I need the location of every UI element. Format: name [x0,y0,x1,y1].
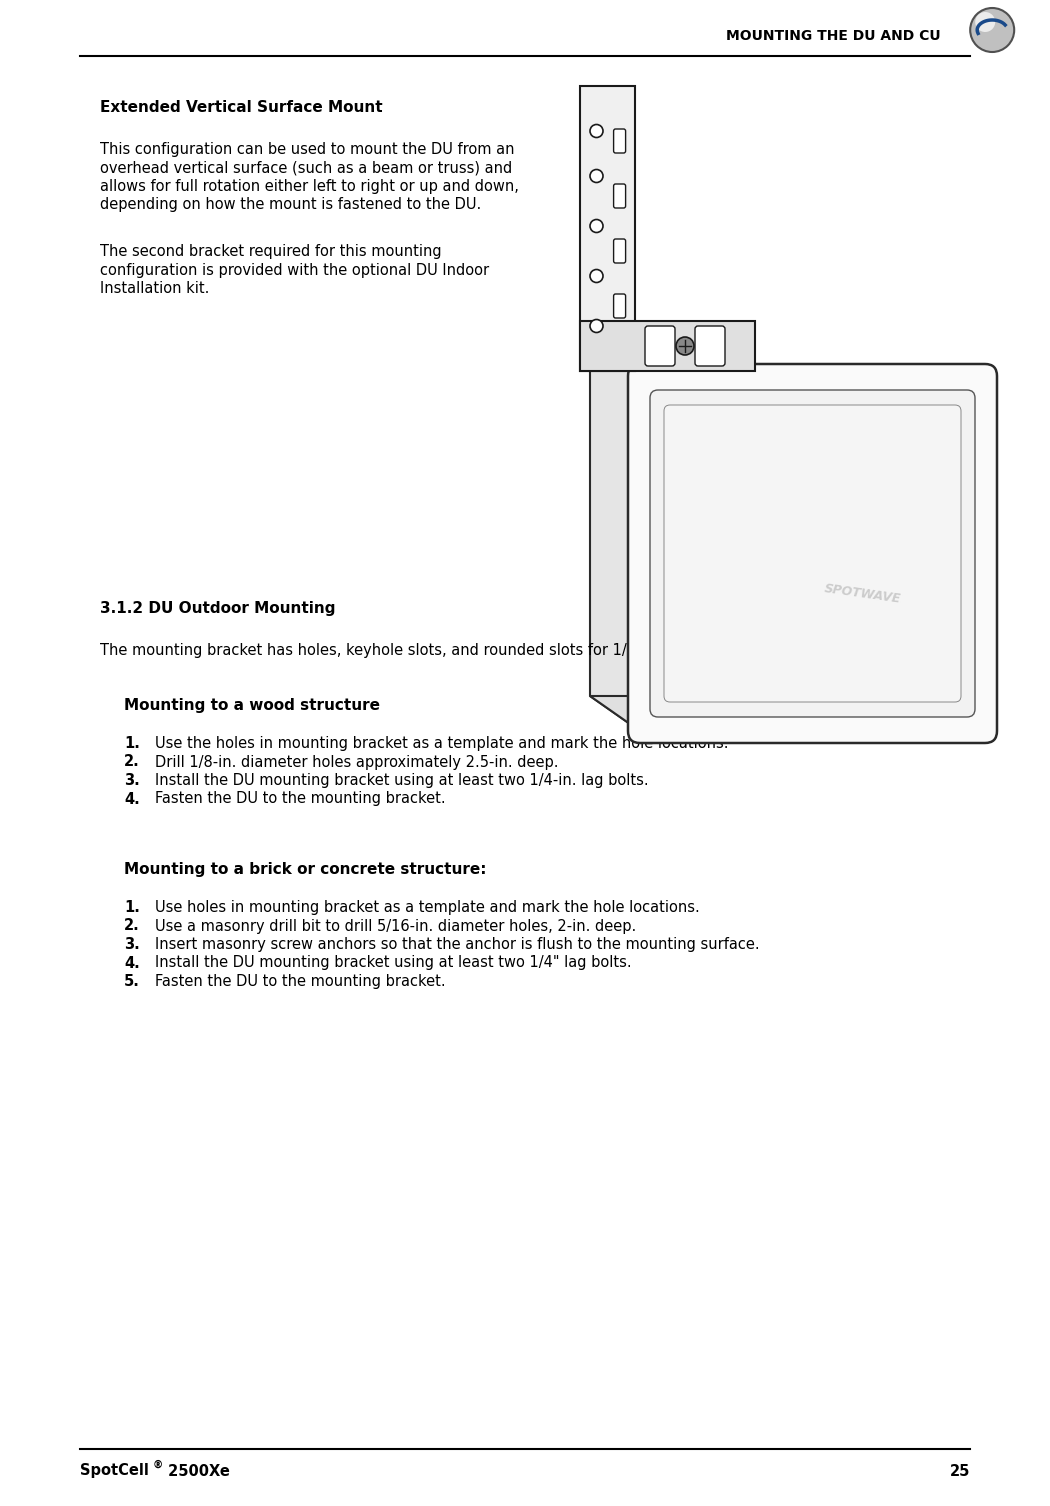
Text: Mounting to a wood structure: Mounting to a wood structure [124,697,380,712]
Circle shape [590,125,603,137]
Text: Extended Vertical Surface Mount: Extended Vertical Surface Mount [100,99,382,114]
Text: Install the DU mounting bracket using at least two 1/4" lag bolts.: Install the DU mounting bracket using at… [155,955,632,970]
Text: Fasten the DU to the mounting bracket.: Fasten the DU to the mounting bracket. [155,974,446,989]
FancyBboxPatch shape [650,390,975,717]
FancyBboxPatch shape [613,239,626,264]
Text: 1.: 1. [124,736,140,751]
Text: The mounting bracket has holes, keyhole slots, and rounded slots for 1/4-in lag : The mounting bracket has holes, keyhole … [100,643,727,658]
Text: The second bracket required for this mounting: The second bracket required for this mou… [100,244,441,259]
Text: 3.: 3. [124,937,140,952]
Text: allows for full rotation either left to right or up and down,: allows for full rotation either left to … [100,179,519,194]
Bar [580,321,755,370]
Circle shape [590,170,603,182]
Text: 4.: 4. [124,955,140,970]
Circle shape [590,270,603,283]
Circle shape [970,8,1014,53]
Text: Use a masonry drill bit to drill 5/16-in. diameter holes, 2-in. deep.: Use a masonry drill bit to drill 5/16-in… [155,919,636,934]
Circle shape [975,12,995,32]
Text: 3.1.2 DU Outdoor Mounting: 3.1.2 DU Outdoor Mounting [100,601,335,616]
Polygon shape [590,696,985,730]
Text: SpotCell: SpotCell [80,1464,149,1479]
Text: depending on how the mount is fastened to the DU.: depending on how the mount is fastened t… [100,197,481,212]
Text: SPOTWAVE: SPOTWAVE [823,581,902,605]
Text: 2500Xe: 2500Xe [163,1464,230,1479]
Text: Use the holes in mounting bracket as a template and mark the hole locations.: Use the holes in mounting bracket as a t… [155,736,729,751]
FancyBboxPatch shape [613,130,626,154]
Text: 4.: 4. [124,792,140,807]
Polygon shape [590,340,640,730]
Text: Insert masonry screw anchors so that the anchor is flush to the mounting surface: Insert masonry screw anchors so that the… [155,937,760,952]
Text: Fasten the DU to the mounting bracket.: Fasten the DU to the mounting bracket. [155,792,446,807]
FancyBboxPatch shape [613,294,626,318]
Text: Install the DU mounting bracket using at least two 1/4-in. lag bolts.: Install the DU mounting bracket using at… [155,773,649,788]
Text: 2.: 2. [124,919,140,934]
Text: MOUNTING THE DU AND CU: MOUNTING THE DU AND CU [726,29,940,44]
Text: Drill 1/8-in. diameter holes approximately 2.5-in. deep.: Drill 1/8-in. diameter holes approximate… [155,755,559,770]
Text: Installation kit.: Installation kit. [100,282,209,297]
FancyBboxPatch shape [695,325,724,366]
Circle shape [676,337,694,355]
Bar [580,86,635,370]
FancyBboxPatch shape [628,364,998,742]
Text: 2.: 2. [124,755,140,770]
Text: 1.: 1. [124,901,140,916]
Text: Use holes in mounting bracket as a template and mark the hole locations.: Use holes in mounting bracket as a templ… [155,901,700,916]
FancyBboxPatch shape [613,184,626,208]
Circle shape [590,319,603,333]
Text: 25: 25 [950,1464,970,1479]
FancyBboxPatch shape [664,405,961,702]
Text: overhead vertical surface (such as a beam or truss) and: overhead vertical surface (such as a bea… [100,161,512,176]
Text: ®: ® [153,1459,163,1470]
Text: configuration is provided with the optional DU Indoor: configuration is provided with the optio… [100,262,489,277]
Text: Mounting to a brick or concrete structure:: Mounting to a brick or concrete structur… [124,861,486,876]
Text: 3.: 3. [124,773,140,788]
Text: This configuration can be used to mount the DU from an: This configuration can be used to mount … [100,142,514,157]
Text: 5.: 5. [124,974,140,989]
FancyBboxPatch shape [645,325,675,366]
Circle shape [590,220,603,232]
